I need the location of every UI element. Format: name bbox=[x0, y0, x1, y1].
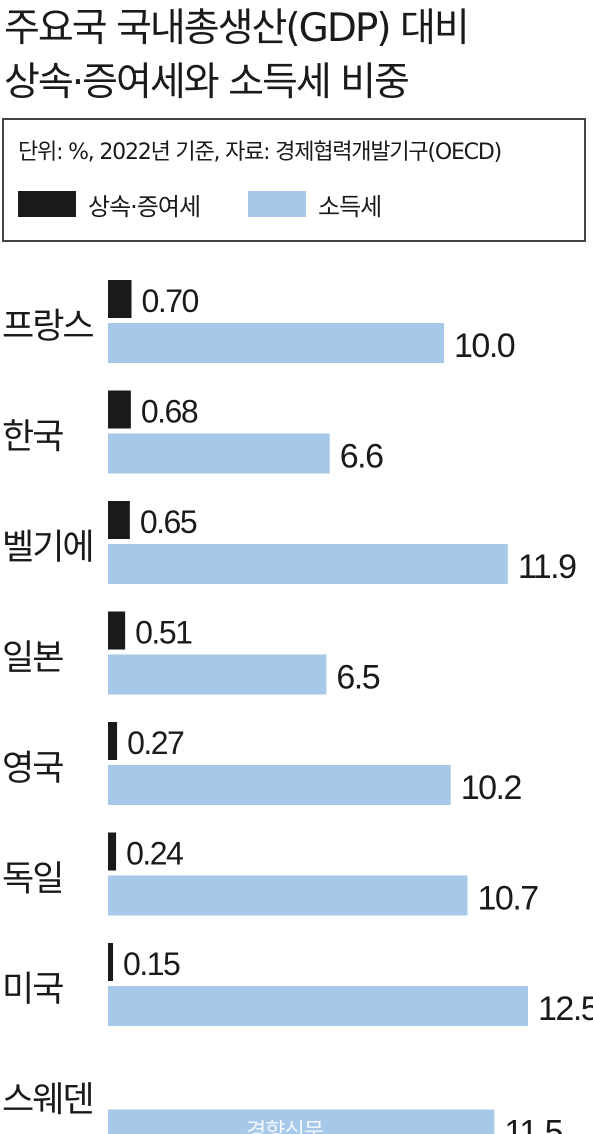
value-label-income-7: 11.5 bbox=[504, 1114, 562, 1134]
category-label-5: 독일 bbox=[2, 860, 62, 899]
legend-label-income: 소득세 bbox=[318, 192, 382, 221]
value-label-inheritance-4: 0.27 bbox=[127, 725, 184, 761]
bar-income-4 bbox=[108, 765, 451, 805]
category-label-6: 미국 bbox=[2, 970, 63, 1009]
title-line-1: 주요국 국내총생산(GDP) 대비 bbox=[4, 6, 470, 51]
bar-income-2 bbox=[108, 544, 508, 584]
bar-income-1 bbox=[108, 433, 330, 474]
value-label-income-3: 6.5 bbox=[336, 659, 379, 697]
category-label-4: 영국 bbox=[2, 749, 63, 788]
category-label-3: 일본 bbox=[2, 639, 63, 678]
chart-title: 주요국 국내총생산(GDP) 대비 상속·증여세와 소득세 비중 bbox=[4, 2, 470, 110]
value-label-inheritance-6: 0.15 bbox=[123, 946, 180, 982]
value-label-income-5: 10.7 bbox=[478, 880, 539, 918]
bar-income-7 bbox=[108, 1109, 495, 1134]
legend-box: 단위: %, 2022년 기준, 자료: 경제협력개발기구(OECD) 상속·증… bbox=[2, 118, 586, 242]
bar-inheritance-3 bbox=[108, 611, 126, 650]
bar-inheritance-6 bbox=[108, 943, 114, 981]
value-label-income-1: 6.6 bbox=[340, 438, 383, 476]
bar-inheritance-2 bbox=[108, 501, 130, 539]
legend-item-income: 소득세 bbox=[248, 188, 382, 221]
bar-income-6 bbox=[108, 986, 528, 1026]
value-label-income-4: 10.2 bbox=[461, 769, 522, 807]
value-label-income-0: 10.0 bbox=[454, 327, 515, 365]
legend-swatch-inheritance bbox=[18, 191, 76, 217]
bar-income-0 bbox=[108, 323, 444, 363]
value-label-income-2: 11.9 bbox=[518, 548, 576, 586]
unit-source-note: 단위: %, 2022년 기준, 자료: 경제협력개발기구(OECD) bbox=[18, 140, 502, 165]
value-label-inheritance-3: 0.51 bbox=[135, 615, 192, 651]
value-label-income-6: 12.5 bbox=[538, 990, 593, 1028]
category-label-7: 스웨덴 bbox=[2, 1081, 93, 1120]
category-label-2: 벨기에 bbox=[2, 528, 93, 567]
value-label-inheritance-1: 0.68 bbox=[141, 394, 198, 430]
legend-item-inheritance: 상속·증여세 bbox=[18, 188, 201, 221]
value-label-inheritance-0: 0.70 bbox=[142, 283, 199, 319]
bar-inheritance-4 bbox=[108, 722, 118, 760]
bar-inheritance-5 bbox=[108, 832, 117, 871]
value-label-inheritance-5: 0.24 bbox=[126, 836, 183, 872]
legend-swatch-income bbox=[248, 191, 306, 217]
watermark-text: 경향신문 bbox=[246, 1119, 324, 1134]
category-label-1: 한국 bbox=[2, 418, 63, 457]
title-line-2: 상속·증여세와 소득세 비중 bbox=[4, 60, 410, 105]
legend-label-inheritance: 상속·증여세 bbox=[88, 192, 201, 221]
bar-income-3 bbox=[108, 654, 327, 695]
value-label-inheritance-2: 0.65 bbox=[140, 504, 197, 540]
bar-income-5 bbox=[108, 875, 468, 916]
bar-inheritance-0 bbox=[108, 280, 132, 318]
category-label-0: 프랑스 bbox=[2, 307, 93, 346]
bar-inheritance-1 bbox=[108, 390, 131, 429]
